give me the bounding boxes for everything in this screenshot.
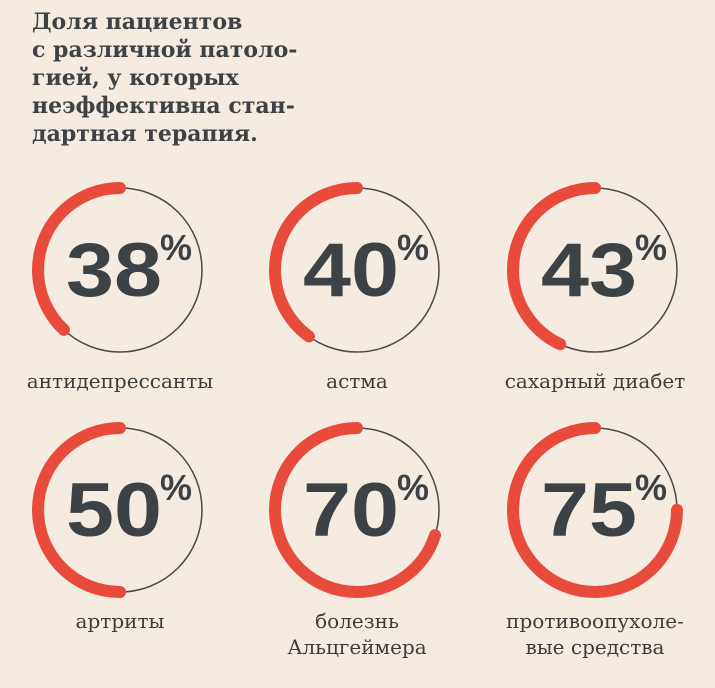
donut-arc bbox=[507, 182, 683, 358]
donut-tile: 70% болезнь Альцгеймера bbox=[242, 420, 472, 660]
donut-arc bbox=[269, 422, 445, 598]
chart-title: Доля пациентов с различной патоло- гией,… bbox=[32, 8, 332, 148]
donut-arc bbox=[507, 422, 683, 598]
donut-tile: 38% антидепрессанты bbox=[5, 180, 235, 394]
donut-value-label: 70 bbox=[303, 468, 399, 553]
donut-percent-sign: % bbox=[397, 467, 429, 508]
donut-percent-sign: % bbox=[160, 467, 192, 508]
donut-chart: 43% bbox=[507, 182, 683, 358]
donut-percent-sign: % bbox=[635, 467, 667, 508]
donut-percent-sign: % bbox=[635, 227, 667, 268]
donut-value-label: 75 bbox=[541, 468, 637, 553]
chart-title-line: гией, у которых bbox=[32, 65, 239, 91]
donut-arc bbox=[269, 182, 445, 358]
donut-category-label: астма bbox=[326, 369, 388, 393]
donut-tile: 75% противоопухоле- вые средства bbox=[480, 420, 710, 660]
donut-category-label: антидепрессанты bbox=[26, 369, 214, 393]
donut-value-label: 40 bbox=[303, 228, 399, 313]
donut-chart: 40% bbox=[269, 182, 445, 358]
donut-percent-sign: % bbox=[397, 227, 429, 268]
chart-title-line: Доля пациентов bbox=[32, 9, 243, 35]
donut-arc bbox=[32, 422, 208, 598]
donut-chart: 38% bbox=[32, 182, 208, 358]
donut-category-label: артриты bbox=[75, 609, 165, 633]
donut-percent-sign: % bbox=[160, 227, 192, 268]
donut-arc bbox=[32, 182, 208, 358]
donut-chart: 50% bbox=[32, 422, 208, 598]
donut-tile: 43% сахарный диабет bbox=[480, 180, 710, 394]
donut-value-label: 50 bbox=[66, 468, 162, 553]
donut-category-label: болезнь Альцгеймера bbox=[287, 609, 427, 659]
chart-title-line: неэффективна стан- bbox=[32, 93, 295, 119]
donut-tile: 40% астма bbox=[242, 180, 472, 394]
donut-category-label: сахарный диабет bbox=[504, 369, 686, 393]
chart-title-line: с различной патоло- bbox=[32, 37, 298, 63]
donut-tile: 50% артриты bbox=[5, 420, 235, 634]
donut-chart: 70% bbox=[269, 422, 445, 598]
donut-chart: 75% bbox=[507, 422, 683, 598]
donut-value-label: 38 bbox=[66, 228, 162, 313]
donut-category-label: противоопухоле- вые средства bbox=[506, 609, 684, 659]
chart-title-line: дартная терапия. bbox=[32, 121, 258, 147]
donut-value-label: 43 bbox=[541, 228, 637, 313]
